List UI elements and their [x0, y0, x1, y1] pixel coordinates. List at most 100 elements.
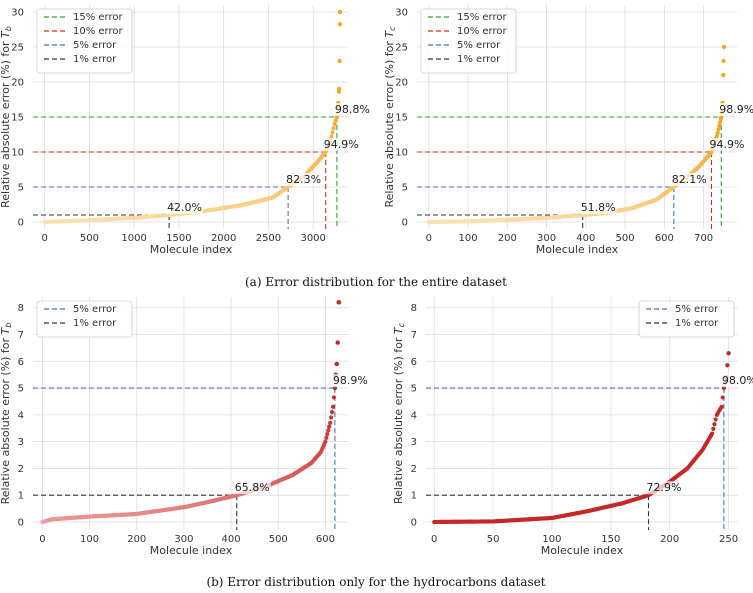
data-point	[331, 395, 337, 400]
annotation-bg	[670, 173, 708, 186]
x-tick-label: 200	[127, 534, 146, 545]
y-tick-label: 5	[18, 183, 24, 194]
y-axis-label-text: Relative absolute error (%) for	[0, 38, 12, 208]
x-tick-label: 300	[537, 233, 556, 244]
y-tick-label: 0	[18, 218, 24, 229]
legend-entry: 15% error	[457, 12, 508, 23]
y-tick-label: 0	[18, 517, 24, 528]
x-tick-label: 250	[719, 534, 738, 545]
x-tick-label: 0	[41, 233, 47, 244]
threshold-annotation: 82.1%	[672, 173, 707, 186]
y-tick-label: 6	[18, 357, 24, 368]
annotation-bg	[233, 481, 271, 495]
legend-entry: 1% error	[675, 318, 719, 329]
data-point	[709, 431, 715, 436]
y-tick-label: 7	[18, 330, 24, 341]
y-axis-label-symbol: T	[0, 30, 12, 38]
x-tick-label: 100	[458, 233, 477, 244]
data-point	[333, 118, 338, 123]
x-tick-label: 100	[542, 534, 561, 545]
y-axis-label: Relative absolute error (%) for Tc	[383, 26, 397, 208]
y-tick-label: 15	[11, 113, 24, 124]
y-axis-label-symbol: T	[383, 30, 396, 38]
legend-entry: 1% error	[73, 318, 117, 329]
data-point	[718, 120, 723, 125]
y-tick-label: 0	[411, 517, 417, 528]
data-point	[325, 432, 330, 437]
threshold-annotation: 94.9%	[709, 138, 744, 151]
legend-entry: 1% error	[73, 54, 117, 65]
y-axis-label-text: Relative absolute error (%) for	[392, 334, 405, 504]
x-tick-label: 50	[487, 534, 500, 545]
legend-entry: 15% error	[73, 12, 124, 23]
annotation-bg	[285, 173, 323, 186]
data-point	[726, 351, 731, 356]
y-tick-label: 10	[11, 148, 24, 159]
x-tick-label: 1500	[166, 233, 191, 244]
y-tick-label: 2	[411, 464, 417, 475]
legend: 5% error 1% error	[36, 300, 133, 338]
threshold-annotation: 65.8%	[235, 481, 270, 494]
data-point	[716, 127, 721, 132]
y-axis-label-subscript: c	[397, 322, 406, 327]
data-point	[324, 435, 329, 440]
y-tick-label: 8	[18, 303, 24, 314]
x-tick-label: 150	[601, 534, 620, 545]
x-tick-label: 300	[174, 534, 193, 545]
legend: 5% error 1% error	[638, 300, 735, 338]
annotation-bg	[166, 201, 204, 214]
y-axis-label: Relative absolute error (%) for Tb	[0, 323, 13, 505]
data-point	[331, 126, 336, 131]
x-tick-label: 600	[655, 233, 674, 244]
y-tick-label: 25	[395, 43, 408, 54]
y-tick-label: 5	[402, 183, 408, 194]
x-tick-label: 200	[498, 233, 517, 244]
data-point	[725, 363, 730, 368]
legend-entry: 5% error	[457, 40, 501, 51]
chart-hydrocarbons-tb: 0 100 200 300 400 500 600 0 1 2 3 4 5 6 7 8 Molecule ind…	[0, 297, 369, 557]
annotation-bg	[708, 138, 746, 151]
threshold-annotation: 98.0%	[722, 374, 753, 387]
x-tick-label: 0	[426, 233, 432, 244]
legend-entry: 10% error	[457, 26, 508, 37]
legend: 15% error 10% error 5% error 1% error	[420, 8, 517, 74]
threshold-annotation: 72.9%	[647, 481, 682, 494]
y-axis-label-subscript: b	[4, 26, 13, 31]
data-point	[326, 428, 331, 433]
y-axis-label-text: Relative absolute error (%) for	[383, 38, 396, 208]
x-tick-label: 600	[316, 534, 335, 545]
x-tick-label: 400	[576, 233, 595, 244]
annotation-bg	[322, 138, 360, 151]
data-point	[336, 86, 342, 92]
y-tick-label: 8	[411, 303, 417, 314]
y-tick-label: 0	[402, 218, 408, 229]
y-tick-label: 20	[395, 78, 408, 89]
data-point	[323, 439, 328, 444]
x-tick-label: 500	[80, 233, 99, 244]
x-tick-label: 2000	[211, 233, 236, 244]
y-axis-label-symbol: T	[0, 326, 12, 334]
y-axis-label-subscript: b	[4, 323, 13, 328]
caption-b: (b) Error distribution only for the hydr…	[206, 575, 545, 589]
x-tick-label: 0	[39, 534, 45, 545]
data-point	[721, 58, 726, 64]
x-tick-label: 1000	[121, 233, 146, 244]
threshold-annotation: 94.9%	[324, 138, 359, 151]
threshold-annotation: 51.8%	[581, 201, 616, 214]
data-point	[329, 134, 334, 139]
y-axis-label: Relative absolute error (%) for Tb	[0, 26, 13, 208]
data-point	[330, 130, 335, 135]
y-axis-label: Relative absolute error (%) for Tc	[392, 322, 406, 504]
y-tick-label: 4	[18, 410, 24, 421]
y-tick-label: 6	[411, 357, 417, 368]
legend-entry: 10% error	[73, 26, 124, 37]
y-axis-label-text: Relative absolute error (%) for	[0, 334, 12, 504]
annotation-bg	[333, 103, 371, 116]
y-tick-label: 30	[395, 8, 408, 19]
y-tick-label: 25	[11, 43, 24, 54]
x-tick-label: 0	[431, 534, 437, 545]
chart-entire-dataset-tc: 0 100 200 300 400 500 600 700 0 5 10 15 20 25 30 Molecu…	[383, 5, 753, 256]
y-axis-label-symbol: T	[392, 326, 405, 334]
y-tick-label: 5	[18, 384, 24, 395]
